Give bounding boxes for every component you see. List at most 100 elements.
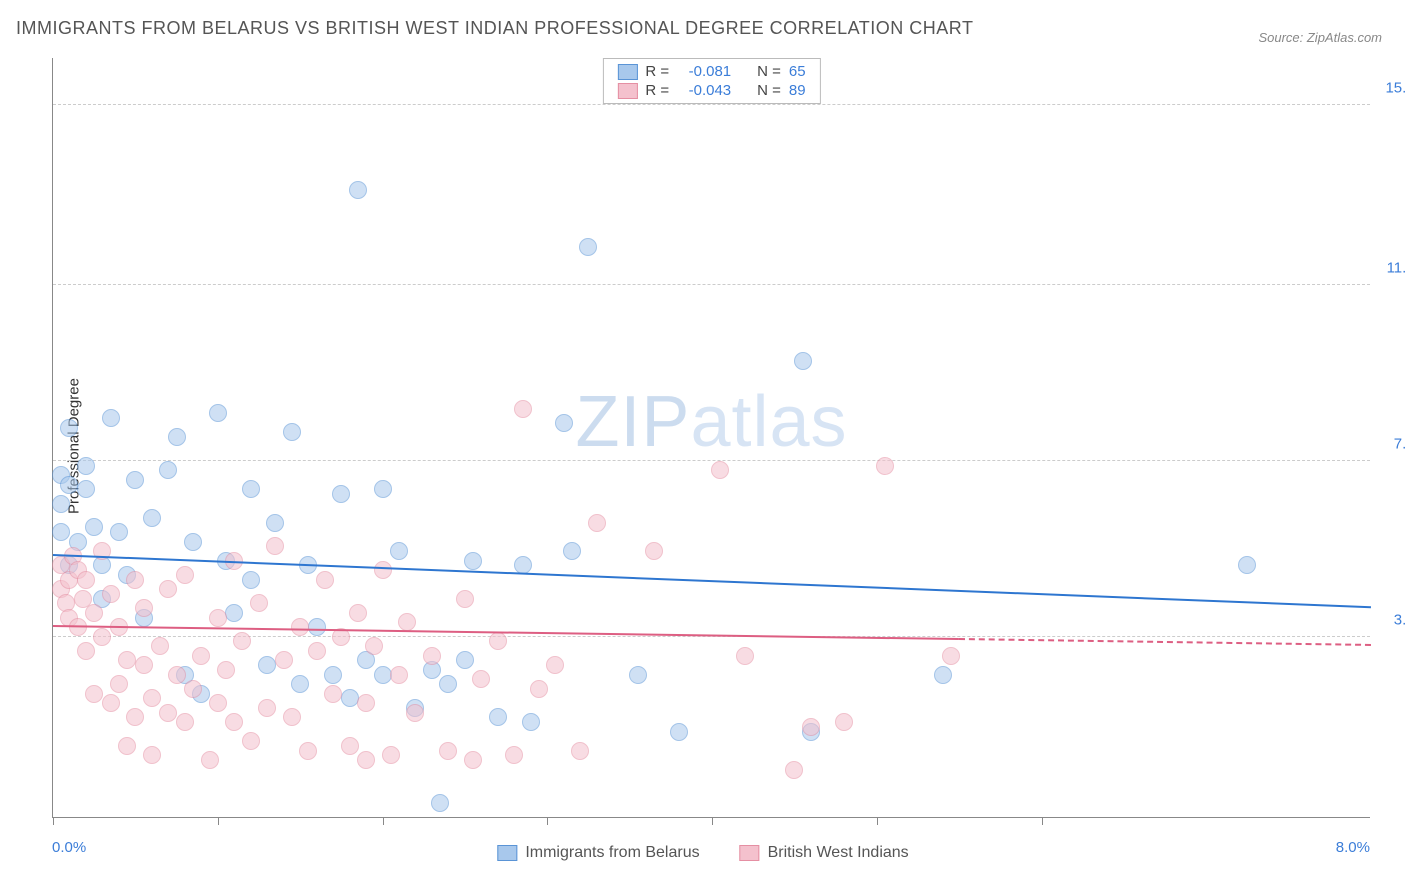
x-tick [383,817,384,825]
data-point [159,704,177,722]
data-point [563,542,581,560]
data-point [85,685,103,703]
gridline [53,460,1370,461]
data-point [242,480,260,498]
data-point [283,708,301,726]
data-point [349,604,367,622]
data-point [934,666,952,684]
data-point [514,400,532,418]
chart-container: IMMIGRANTS FROM BELARUS VS BRITISH WEST … [0,0,1406,892]
r-value: -0.081 [677,63,731,80]
data-point [530,680,548,698]
data-point [579,238,597,256]
data-point [423,647,441,665]
x-tick [1042,817,1043,825]
series-legend: Immigrants from Belarus British West Indi… [497,844,908,862]
data-point [151,637,169,655]
x-axis-max-label: 8.0% [1336,839,1370,856]
data-point [835,713,853,731]
data-point [382,746,400,764]
data-point [464,751,482,769]
data-point [365,637,383,655]
data-point [168,666,186,684]
source-attribution: Source: ZipAtlas.com [1258,30,1382,45]
data-point [439,742,457,760]
data-point [629,666,647,684]
data-point [390,666,408,684]
x-tick [877,817,878,825]
r-label: R = [645,63,669,80]
data-point [275,651,293,669]
gridline [53,104,1370,105]
data-point [225,604,243,622]
data-point [316,571,334,589]
data-point [522,713,540,731]
data-point [143,509,161,527]
data-point [711,461,729,479]
data-point [77,571,95,589]
data-point [110,675,128,693]
data-point [266,537,284,555]
data-point [209,404,227,422]
stats-row: R =-0.043N =89 [617,81,805,100]
stats-row: R =-0.081N =65 [617,62,805,81]
data-point [93,628,111,646]
data-point [308,642,326,660]
data-point [110,523,128,541]
data-point [52,495,70,513]
data-point [233,632,251,650]
data-point [472,670,490,688]
data-point [85,518,103,536]
data-point [135,656,153,674]
data-point [645,542,663,560]
data-point [168,428,186,446]
data-point [489,708,507,726]
legend-swatch [617,64,637,80]
data-point [143,746,161,764]
legend-swatch [617,83,637,99]
data-point [357,694,375,712]
watermark: ZIPatlas [575,381,847,463]
data-point [489,632,507,650]
data-point [184,533,202,551]
data-point [1238,556,1256,574]
legend-item: Immigrants from Belarus [497,844,699,862]
x-tick [218,817,219,825]
data-point [217,661,235,679]
data-point [126,471,144,489]
data-point [464,552,482,570]
data-point [209,609,227,627]
data-point [77,642,95,660]
r-value: -0.043 [677,82,731,99]
data-point [176,566,194,584]
data-point [332,485,350,503]
n-label: N = [757,63,781,80]
data-point [258,699,276,717]
data-point [505,746,523,764]
r-label: R = [645,82,669,99]
y-tick-label: 11.2% [1387,260,1406,277]
data-point [126,571,144,589]
data-point [135,599,153,617]
data-point [341,689,359,707]
data-point [201,751,219,769]
n-label: N = [757,82,781,99]
data-point [349,181,367,199]
data-point [176,713,194,731]
x-axis-min-label: 0.0% [52,839,86,856]
data-point [60,476,78,494]
data-point [159,461,177,479]
data-point [118,651,136,669]
data-point [794,352,812,370]
data-point [102,409,120,427]
data-point [118,737,136,755]
x-tick [547,817,548,825]
data-point [374,480,392,498]
data-point [398,613,416,631]
data-point [802,718,820,736]
data-point [250,594,268,612]
legend-label: British West Indians [768,844,909,862]
data-point [242,571,260,589]
data-point [184,680,202,698]
gridline [53,284,1370,285]
